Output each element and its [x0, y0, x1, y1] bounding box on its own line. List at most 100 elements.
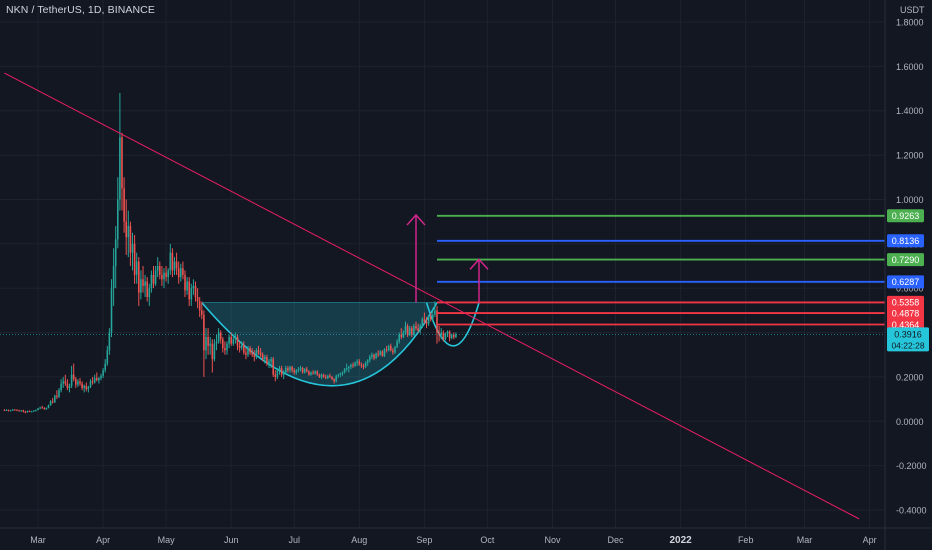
candle-body: [184, 274, 186, 291]
candle-body: [70, 374, 73, 386]
price-tick-label: -0.4000: [896, 506, 927, 516]
candle-body: [385, 349, 388, 351]
candle-body: [415, 325, 417, 329]
candle-body: [383, 349, 386, 356]
candle-body: [373, 354, 375, 359]
countdown-text: 04:22:28: [891, 340, 924, 350]
candle-body: [295, 370, 298, 373]
candle-body: [266, 356, 268, 364]
price-level-tag: [887, 306, 924, 320]
candle-body: [306, 369, 308, 372]
candle-body: [436, 310, 438, 333]
candle-body: [196, 297, 199, 302]
candle-body: [249, 348, 251, 353]
candle-body: [299, 368, 302, 370]
candle-body: [413, 325, 415, 335]
candlestick-series[interactable]: [3, 92, 457, 414]
candle-body: [175, 261, 178, 269]
candle-body: [354, 362, 356, 366]
candle-body: [316, 371, 319, 375]
candle-body: [167, 270, 169, 278]
time-scale[interactable]: Mar Apr May Jun Jul Aug Sep Oct Nov Dec 2022 Feb Mar…: [0, 527, 932, 546]
candle-body: [402, 332, 405, 337]
candle-body: [180, 268, 182, 278]
candle-body: [81, 383, 83, 388]
candle-body: [64, 381, 67, 384]
candle-body: [62, 381, 64, 384]
candle-body: [77, 381, 79, 385]
candle-body: [150, 274, 153, 289]
candle-body: [425, 321, 428, 324]
candle-body: [117, 199, 119, 240]
chart-grid: [0, 0, 885, 528]
candle-body: [259, 352, 262, 355]
time-tick-label: Nov: [544, 535, 561, 545]
candle-body: [396, 341, 398, 347]
candle-body: [339, 373, 342, 375]
candle-body: [264, 356, 266, 360]
candle-body: [303, 369, 306, 373]
candle-body: [119, 137, 121, 200]
price-tick-label: -0.2000: [896, 461, 927, 471]
candle-body: [228, 336, 230, 344]
candle-body: [243, 344, 245, 353]
descending-trendline[interactable]: [4, 72, 860, 520]
candle-body: [381, 351, 384, 356]
candle-body: [7, 409, 10, 411]
trendline[interactable]: [4, 72, 860, 520]
price-level-tag-text: 0.7290: [892, 255, 920, 265]
candle-body: [98, 378, 100, 381]
candle-body: [106, 350, 109, 364]
candle-body: [213, 343, 216, 360]
candle-body: [209, 343, 211, 346]
candle-body: [121, 137, 123, 189]
candle-body: [398, 334, 400, 342]
time-tick-label: Jun: [224, 535, 239, 545]
price-level-tag: [887, 275, 924, 289]
candle-body: [194, 285, 197, 298]
candle-body: [448, 331, 451, 339]
candle-body: [165, 272, 167, 278]
candle-body: [186, 281, 188, 291]
candle-body: [238, 345, 241, 349]
candle-body: [251, 352, 253, 355]
time-tick-label: Sep: [416, 535, 432, 545]
price-level-tag-text: 0.4364: [892, 320, 920, 330]
candle-body: [75, 379, 77, 385]
candle-body: [352, 364, 354, 366]
candle-body: [285, 368, 287, 373]
candle-body: [47, 405, 50, 408]
candle-body: [423, 319, 426, 322]
candle-body: [142, 279, 144, 286]
candle-body: [280, 368, 283, 375]
candle-body: [219, 332, 222, 340]
candle-body: [140, 279, 142, 293]
time-tick-label: Mar: [30, 535, 46, 545]
candle-body: [5, 409, 8, 411]
candle-body: [138, 261, 140, 293]
candle-body: [450, 334, 453, 339]
candle-body: [45, 407, 48, 410]
candle-body: [217, 332, 220, 342]
candle-body: [171, 252, 174, 271]
candle-body: [406, 325, 409, 335]
candle-body: [154, 270, 157, 284]
candle-body: [453, 334, 455, 337]
price-levels[interactable]: [0, 214, 885, 335]
candle-body: [22, 410, 25, 412]
candle-body: [257, 350, 260, 353]
candle-body: [3, 409, 6, 411]
candle-body: [348, 366, 350, 369]
candle-body: [112, 266, 115, 289]
candle-body: [66, 383, 69, 388]
candle-body: [89, 381, 92, 387]
target-arrows[interactable]: [406, 213, 489, 303]
candle-body: [360, 364, 363, 366]
candle-body: [270, 359, 272, 362]
price-level-tag: [887, 209, 924, 223]
candle-body: [127, 226, 130, 238]
candle-body: [366, 360, 369, 363]
candle-body: [432, 314, 434, 320]
candle-body: [159, 266, 161, 275]
